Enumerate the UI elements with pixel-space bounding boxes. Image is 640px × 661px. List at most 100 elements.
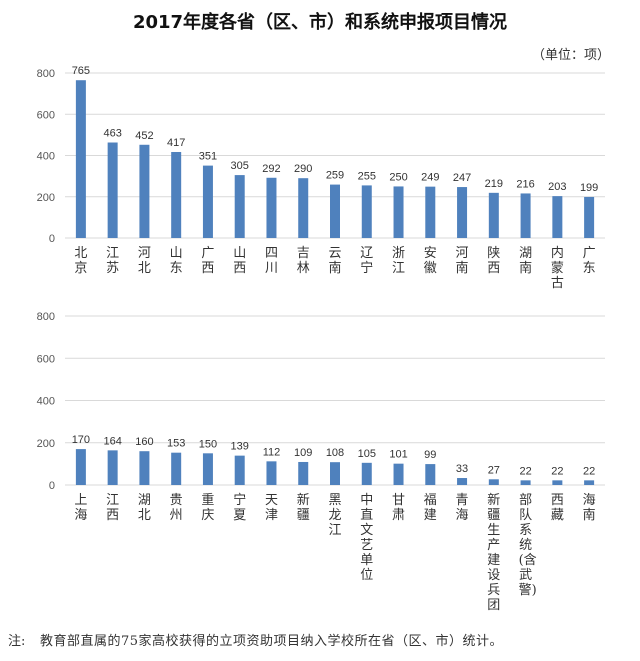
bar (584, 480, 595, 485)
category-label: 新疆生产建设兵团 (487, 493, 501, 613)
data-label: 351 (199, 151, 217, 163)
data-label: 109 (294, 447, 312, 459)
data-label: 417 (167, 137, 185, 149)
bar (107, 142, 118, 238)
y-tick-label: 0 (49, 233, 55, 245)
y-tick-label: 0 (49, 480, 55, 492)
category-label: 吉林 (296, 246, 310, 276)
category-label: 上海 (74, 493, 88, 523)
category-label: 河南 (455, 246, 469, 276)
category-label: 部队系统(含武警) (518, 493, 537, 598)
y-tick-label: 600 (37, 109, 55, 121)
bar (520, 480, 531, 485)
data-label: 101 (389, 449, 407, 461)
category-label: 江苏 (106, 246, 120, 276)
y-tick-label: 200 (37, 192, 55, 204)
bar (330, 184, 340, 238)
bar (171, 151, 182, 238)
unit-label: （单位：项） (531, 48, 610, 63)
bar (393, 463, 404, 485)
data-label: 765 (72, 65, 90, 77)
data-label: 203 (548, 181, 566, 193)
data-label: 153 (167, 438, 185, 450)
bar (266, 177, 277, 238)
category-label: 辽宁 (360, 246, 374, 276)
data-label: 463 (103, 128, 121, 140)
data-label: 305 (231, 160, 249, 172)
category-label: 河北 (137, 246, 151, 276)
category-label: 山西 (233, 246, 247, 276)
bar (552, 196, 563, 238)
bar (75, 449, 86, 485)
data-label: 22 (519, 465, 531, 477)
category-label: 天津 (264, 493, 278, 523)
category-label: 广西 (201, 246, 215, 276)
category-label: 重庆 (201, 493, 215, 523)
category-label: 贵州 (169, 493, 183, 523)
bar (75, 80, 86, 238)
bar (488, 192, 499, 238)
bar (298, 178, 309, 238)
bar (107, 450, 118, 485)
bar (488, 479, 499, 485)
bar (202, 453, 213, 485)
data-label: 452 (135, 130, 153, 142)
category-label: 中直文艺单位 (360, 493, 374, 583)
category-label: 宁夏 (233, 493, 247, 523)
bar (425, 464, 436, 485)
data-label: 247 (453, 172, 471, 184)
bar (361, 462, 372, 485)
data-label: 27 (488, 464, 500, 476)
data-label: 139 (231, 441, 249, 453)
data-label: 216 (516, 178, 534, 190)
bar (202, 165, 213, 238)
data-label: 33 (456, 463, 468, 475)
category-label: 广东 (582, 246, 596, 276)
data-label: 255 (358, 170, 376, 182)
y-tick-label: 800 (37, 311, 55, 323)
bar (584, 196, 595, 238)
category-label: 四川 (264, 246, 278, 276)
category-label: 新疆 (296, 493, 310, 523)
category-label: 江西 (106, 493, 120, 523)
bar (234, 455, 245, 485)
data-label: 290 (294, 163, 312, 175)
data-label: 108 (326, 447, 344, 459)
data-label: 249 (421, 172, 439, 184)
data-label: 22 (583, 465, 595, 477)
chart-title: 2017年度各省（区、市）和系统申报项目情况 (132, 12, 508, 33)
bar (393, 186, 404, 238)
bar (457, 187, 468, 238)
category-label: 陕西 (487, 246, 501, 276)
bar (520, 193, 531, 238)
bar (139, 144, 150, 238)
note-label: 注: (8, 634, 26, 649)
bar (298, 461, 309, 485)
bar (425, 186, 436, 238)
data-label: 105 (358, 448, 376, 460)
y-tick-label: 400 (37, 396, 55, 408)
category-label: 云南 (328, 246, 342, 276)
category-label: 黑龙江 (328, 493, 342, 538)
category-label: 福建 (423, 493, 437, 523)
category-label: 浙江 (392, 246, 406, 276)
bar (171, 452, 182, 485)
data-label: 219 (485, 178, 503, 190)
category-label: 西藏 (550, 493, 564, 523)
bar (457, 478, 468, 485)
data-label: 259 (326, 170, 344, 182)
data-label: 250 (389, 171, 407, 183)
data-label: 170 (72, 434, 90, 446)
category-label: 山东 (169, 246, 183, 276)
data-label: 199 (580, 182, 598, 194)
data-label: 160 (135, 436, 153, 448)
y-tick-label: 800 (37, 68, 55, 80)
category-label: 青海 (455, 493, 469, 523)
y-tick-label: 400 (37, 151, 55, 163)
bar (330, 462, 340, 485)
category-label: 海南 (582, 493, 596, 523)
bar (266, 461, 277, 485)
data-label: 164 (103, 435, 121, 447)
category-label: 湖南 (519, 246, 533, 276)
